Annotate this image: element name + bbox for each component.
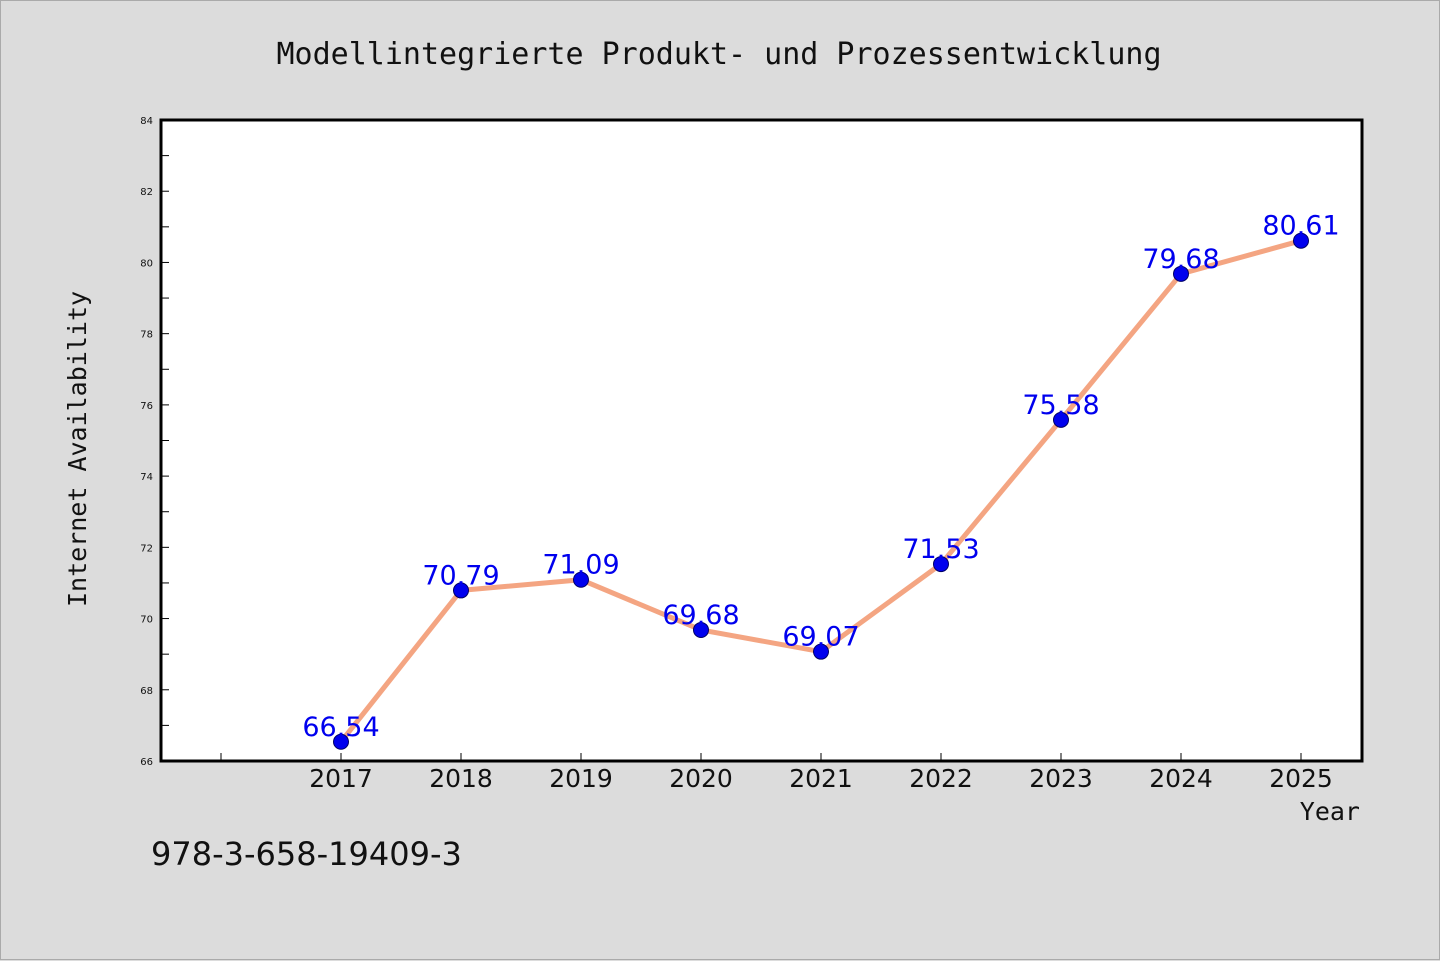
x-axis: 2017 2018 2019 2020 2021 2022 2023 2024 2025 <box>220 753 1333 793</box>
x-tick-label: 2022 <box>909 764 973 793</box>
data-label: 69.68 <box>662 600 739 631</box>
data-point <box>813 643 829 660</box>
y-axis-title: Internet Availability <box>63 291 92 607</box>
data-point <box>693 621 709 638</box>
y-tick-label: 70 <box>140 615 153 626</box>
data-point <box>573 571 589 588</box>
x-tick-label: 2017 <box>309 764 373 793</box>
data-label: 71.53 <box>902 534 979 565</box>
x-tick-label: 2025 <box>1269 764 1333 793</box>
x-tick-label: 2021 <box>789 764 853 793</box>
y-tick-label: 66 <box>140 757 153 768</box>
data-label: 75.58 <box>1022 390 1099 421</box>
isbn-footnote: 978-3-658-19409-3 <box>151 835 462 873</box>
plot-area <box>159 118 1364 763</box>
y-tick-label: 74 <box>140 472 153 483</box>
y-tick-label: 78 <box>140 330 153 341</box>
x-tick-label: 2020 <box>669 764 733 793</box>
y-tick-label: 76 <box>140 401 153 412</box>
data-label: 79.68 <box>1142 244 1219 275</box>
data-label: 69.07 <box>782 622 859 653</box>
chart-title: Modellintegrierte Produkt- und Prozessen… <box>276 37 1161 72</box>
data-point <box>453 582 469 599</box>
x-tick-label: 2018 <box>429 764 493 793</box>
data-label: 66.54 <box>302 712 379 743</box>
y-axis: 66 68 70 72 74 76 78 80 82 84 <box>140 116 169 768</box>
data-point <box>1053 411 1069 428</box>
data-point <box>1173 265 1189 282</box>
data-label: 80.61 <box>1262 211 1339 242</box>
x-tick-label: 2023 <box>1029 764 1093 793</box>
data-point <box>1293 232 1309 249</box>
x-tick-label: 2019 <box>549 764 613 793</box>
x-axis-title: Year <box>1300 797 1360 826</box>
data-label: 71.09 <box>542 550 619 581</box>
x-tick-label: 2024 <box>1149 764 1213 793</box>
series-layer: 66.54 70.79 71.09 69.68 69.07 71.53 75.58 79.68… <box>302 211 1340 750</box>
y-tick-label: 72 <box>140 543 153 554</box>
y-tick-label: 68 <box>140 686 153 697</box>
data-point <box>933 556 949 573</box>
y-tick-label: 84 <box>140 116 153 127</box>
y-tick-label: 80 <box>140 258 153 269</box>
data-point <box>333 733 349 750</box>
y-tick-label: 82 <box>140 187 153 198</box>
data-label: 70.79 <box>422 560 499 591</box>
